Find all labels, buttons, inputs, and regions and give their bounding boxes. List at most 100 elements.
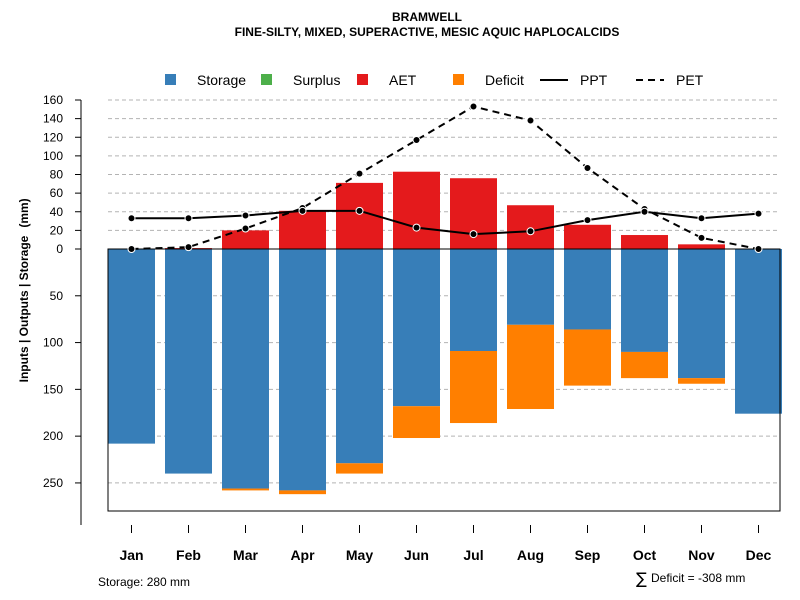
x-tick-label: Jul: [463, 547, 483, 563]
deficit-note: Deficit = -308 mm: [651, 571, 745, 585]
ppt-point: [697, 214, 706, 223]
legend-swatch-deficit: [453, 74, 464, 85]
y-tick-label: 140: [43, 112, 63, 126]
y-tick-label: 120: [43, 130, 63, 144]
aet-bar: [279, 210, 326, 249]
x-tick-label: Oct: [633, 547, 657, 563]
storage-bar: [165, 249, 212, 474]
aet-bar: [621, 235, 668, 249]
bars-group: [108, 171, 782, 495]
y-tick-label: 60: [50, 186, 64, 200]
legend-swatch-storage: [165, 74, 176, 85]
legend-label-surplus: Surplus: [293, 72, 340, 88]
y-axis-label: Inputs | Outputs | Storage: [17, 235, 31, 382]
chart-legend: Storage Surplus AET Deficit PPT PET: [165, 72, 704, 88]
ppt-point: [526, 227, 535, 236]
storage-bar: [393, 249, 440, 407]
ppt-point: [583, 216, 592, 225]
storage-bar: [108, 249, 155, 444]
pet-point: [355, 169, 364, 178]
storage-bar: [279, 249, 326, 491]
legend-label-aet: AET: [389, 72, 417, 88]
y-tick-label: 100: [43, 336, 63, 350]
storage-bar: [222, 249, 269, 489]
storage-bar: [507, 249, 554, 325]
deficit-bar: [621, 351, 668, 379]
storage-bar: [735, 249, 782, 414]
x-axis-ticks: Jan Feb Mar Apr May Jun Jul Aug Sep Oct Nov Dec: [119, 525, 772, 563]
storage-bar: [336, 249, 383, 464]
aet-bar: [450, 178, 497, 249]
aet-bar: [564, 224, 611, 249]
ppt-point: [355, 206, 364, 215]
y-tick-label: 0: [56, 242, 63, 256]
lines-group: [127, 102, 763, 253]
legend-label-deficit: Deficit: [485, 72, 524, 88]
pet-point: [469, 102, 478, 111]
ppt-point: [298, 206, 307, 215]
pet-point: [697, 233, 706, 242]
aet-bar: [393, 171, 440, 249]
legend-label-storage: Storage: [197, 72, 246, 88]
pet-point: [184, 243, 193, 252]
x-tick-label: Jun: [404, 547, 429, 563]
y-tick-label: 80: [50, 168, 64, 182]
ppt-point: [127, 214, 136, 223]
y-tick-label: 200: [43, 429, 63, 443]
deficit-bar: [507, 324, 554, 410]
y-tick-label: 50: [50, 289, 64, 303]
lower-plot-frame: [107, 248, 781, 512]
pet-point: [583, 163, 592, 172]
deficit-bar: [279, 490, 326, 495]
y-tick-label: 160: [43, 93, 63, 107]
legend-label-pet: PET: [676, 72, 704, 88]
x-tick-label: Sep: [575, 547, 601, 563]
storage-bar: [564, 249, 611, 330]
ppt-point: [241, 211, 250, 220]
deficit-bar: [393, 406, 440, 439]
aet-bar: [222, 230, 269, 249]
deficit-bar: [450, 350, 497, 424]
pet-line: [131, 105, 759, 250]
legend-swatch-surplus: [261, 74, 272, 85]
pet-point: [412, 136, 421, 145]
storage-bar: [450, 249, 497, 351]
deficit-sum-symbol: ∑: [636, 569, 647, 588]
x-tick-label: Feb: [176, 547, 201, 563]
x-tick-label: Aug: [517, 547, 544, 563]
storage-bar: [678, 249, 725, 379]
legend-swatch-aet: [357, 74, 368, 85]
x-tick-label: Apr: [290, 547, 315, 563]
y-tick-label: 20: [50, 223, 64, 237]
chart-subtitle: FINE-SILTY, MIXED, SUPERACTIVE, MESIC AQ…: [235, 25, 620, 39]
ppt-point: [640, 207, 649, 216]
x-tick-label: May: [346, 547, 373, 563]
deficit-bar: [222, 488, 269, 491]
chart-title: BRAMWELL: [392, 10, 462, 24]
y-axis-units: (mm): [17, 198, 31, 227]
y-tick-label: 40: [50, 205, 64, 219]
x-tick-label: Jan: [119, 547, 143, 563]
ppt-line: [131, 209, 759, 236]
pet-point: [241, 224, 250, 233]
ppt-point: [184, 214, 193, 223]
y-tick-label: 100: [43, 149, 63, 163]
aet-bar: [678, 244, 725, 249]
pet-point: [754, 245, 763, 253]
x-tick-label: Nov: [688, 547, 715, 563]
grid-lines: [108, 99, 780, 484]
ppt-point: [412, 223, 421, 232]
deficit-bar: [678, 378, 725, 384]
x-tick-label: Dec: [746, 547, 772, 563]
y-tick-label: 250: [43, 476, 63, 490]
ppt-point: [469, 230, 478, 239]
pet-point: [526, 116, 535, 125]
deficit-bar: [564, 329, 611, 386]
storage-note: Storage: 280 mm: [98, 575, 190, 589]
y-tick-label: 150: [43, 382, 63, 396]
x-tick-label: Mar: [233, 547, 258, 563]
storage-bar: [621, 249, 668, 352]
deficit-bar: [336, 463, 383, 474]
